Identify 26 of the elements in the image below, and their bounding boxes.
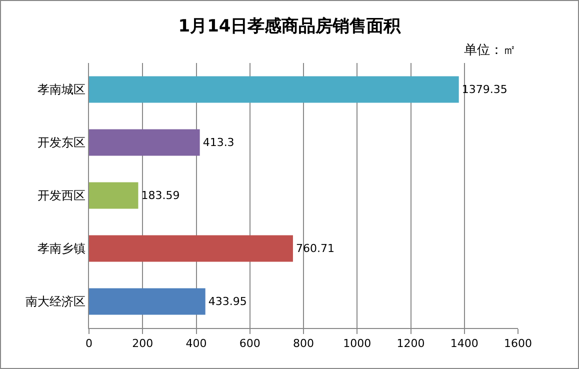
data-label: 413.3 (202, 136, 234, 149)
x-tick-label: 1200 (396, 337, 425, 350)
x-tick-label: 200 (132, 337, 154, 350)
bar (89, 288, 206, 315)
data-label: 183.59 (141, 189, 180, 202)
bar (89, 129, 200, 156)
data-label: 1379.35 (462, 83, 508, 96)
data-label: 433.95 (208, 295, 247, 308)
text: 单位：㎡ (464, 43, 516, 58)
bar (89, 76, 459, 103)
y-tick-label: 南大经济区 (26, 294, 86, 309)
y-tick-label: 孝南乡镇 (38, 242, 86, 256)
x-tick-label: 1000 (343, 337, 372, 350)
x-tick-label: 1600 (504, 337, 532, 350)
x-tick-label: 800 (293, 337, 314, 350)
data-label: 760.71 (296, 242, 334, 255)
x-tick-label: 0 (86, 337, 92, 350)
chart-title: 1月14日孝感商品房销售面积 (178, 16, 402, 36)
x-tick-label: 400 (186, 337, 207, 350)
y-tick-label: 开发西区 (38, 188, 86, 203)
y-tick-label: 孝南城区 (38, 82, 86, 97)
y-tick-label: 开发东区 (38, 136, 86, 150)
x-tick-label: 600 (239, 337, 260, 350)
x-tick-label: 1400 (450, 337, 478, 350)
bar (89, 182, 138, 209)
bar (89, 235, 293, 262)
